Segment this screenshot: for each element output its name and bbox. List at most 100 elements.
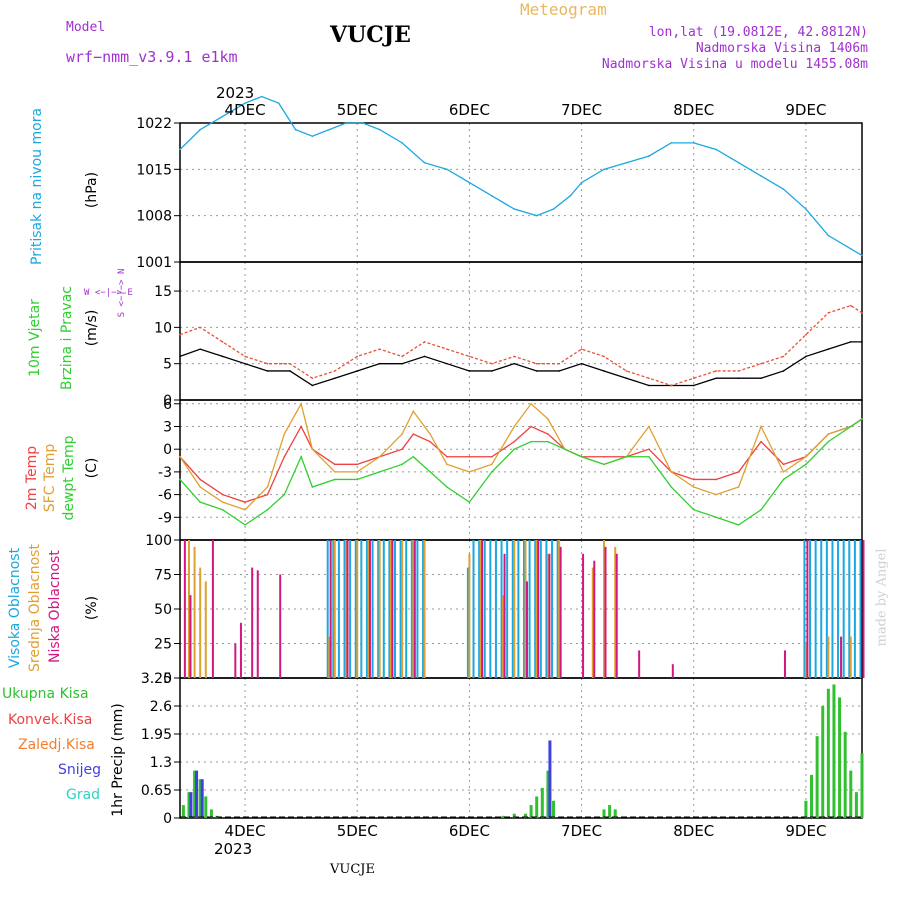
wind-point: [715, 377, 717, 380]
temperature-point: [446, 486, 448, 488]
wind-point: [378, 362, 381, 365]
precip-bar: [810, 774, 814, 818]
lonlat-text: lon,lat (19.0812E, 42.8812N): [648, 25, 868, 40]
cloud-bar: [545, 540, 548, 678]
pressure-point: [625, 161, 628, 164]
wind-compass-sn: S <−|−> N: [117, 268, 127, 318]
temperature-point: [805, 455, 807, 458]
cloud-bar: [472, 540, 475, 678]
panel-frame-cloud: [179, 539, 863, 679]
temperature-point: [827, 433, 830, 435]
cloud-bar: [539, 540, 542, 678]
cloud-bar: [513, 540, 516, 678]
cloud-bar: [333, 540, 336, 678]
cloud-bar: [187, 540, 190, 678]
wind-point: [333, 370, 336, 372]
temperature-point: [849, 425, 852, 428]
pressure-point: [861, 254, 863, 257]
temperature-point: [356, 471, 359, 473]
cloud-bar: [558, 540, 561, 678]
cloud-bar: [859, 540, 862, 678]
temperature-point: [861, 418, 863, 420]
pressure-point: [670, 142, 673, 144]
temperature-point: [468, 471, 471, 473]
y-tick-label: 1022: [136, 116, 172, 132]
temperature-point: [805, 455, 807, 458]
day-label-bottom: 7DEC: [561, 822, 602, 840]
cloud-bar: [349, 540, 352, 678]
temperature-point: [491, 471, 493, 473]
wind-point: [446, 362, 448, 365]
temperature-point: [692, 508, 695, 511]
wind-point: [805, 355, 807, 358]
wind-point: [625, 377, 628, 380]
y-tick-label: 75: [154, 568, 172, 584]
wind-point: [535, 362, 538, 365]
cloud-bar: [842, 540, 845, 678]
temperature-point: [333, 463, 336, 466]
precip-bar: [501, 815, 505, 818]
temperature-point: [849, 425, 852, 428]
y-tick-label: 1001: [136, 255, 172, 271]
pressure-point: [221, 115, 224, 118]
temperature-point: [530, 402, 532, 405]
pressure-point: [311, 135, 314, 138]
wind-point: [333, 377, 336, 380]
precip-bar: [187, 792, 191, 818]
temperature-point: [648, 425, 650, 428]
pressure-point: [244, 102, 246, 104]
pressure-series-0: [179, 95, 863, 256]
wind-point: [423, 341, 426, 343]
y-tick-label: -6: [158, 488, 172, 504]
cloud-bar: [840, 636, 843, 678]
temperature-point: [179, 478, 181, 481]
cloud-bar: [537, 540, 540, 678]
precip-bar: [838, 697, 842, 818]
wind-label: 10m Vjetar: [27, 299, 43, 377]
wind-point: [737, 377, 740, 380]
wind-point: [266, 362, 269, 365]
pressure-label: Pritisak na nivou mora: [29, 107, 45, 265]
temperature-point: [378, 455, 381, 458]
temperature-point: [412, 410, 415, 413]
cloud-label-c: Niska Oblacnost: [47, 550, 63, 663]
pressure-point: [261, 95, 263, 98]
temperature-series-0: [179, 418, 863, 503]
temperature-point: [580, 455, 583, 458]
cloud-bar: [279, 574, 282, 678]
cloud-bar: [593, 560, 596, 678]
wind-point: [782, 370, 785, 372]
temperature-point: [625, 455, 628, 458]
y-tick-label: 6: [163, 397, 172, 413]
wind-point: [221, 341, 224, 343]
temperature-point: [530, 425, 532, 428]
y-tick-label: 0: [163, 393, 172, 409]
panel-frame-wind: [179, 261, 863, 401]
temperature-point: [530, 440, 532, 443]
temperature-point: [603, 463, 605, 466]
cloud-unit: (%): [84, 595, 100, 621]
cloud-bar: [528, 540, 531, 678]
cloud-bar: [546, 553, 549, 678]
precip-bar: [523, 813, 527, 818]
pressure-point: [423, 161, 426, 164]
precip-bar: [821, 706, 825, 818]
temperature-point: [491, 455, 493, 458]
pressure-point: [849, 247, 852, 250]
day-label-top: 4DEC: [225, 101, 266, 119]
cloud-bar: [401, 540, 404, 678]
temperature-point: [513, 440, 516, 443]
cloud-bar: [389, 540, 392, 678]
cloud-bar: [481, 540, 484, 678]
precip-bar: [540, 787, 544, 818]
cloud-label-b: Srednja Oblacnost: [27, 544, 43, 672]
cloud-bar: [337, 540, 340, 678]
y-tick-label: 3: [163, 419, 172, 435]
product-title: Meteogram: [520, 0, 607, 19]
footer-station: VUCJE: [330, 862, 375, 877]
temperature-point: [737, 486, 740, 488]
wind-point: [179, 355, 181, 358]
y-tick-label: 1.95: [141, 727, 172, 743]
cloud-bar: [837, 540, 840, 678]
cloud-bar: [671, 664, 674, 678]
